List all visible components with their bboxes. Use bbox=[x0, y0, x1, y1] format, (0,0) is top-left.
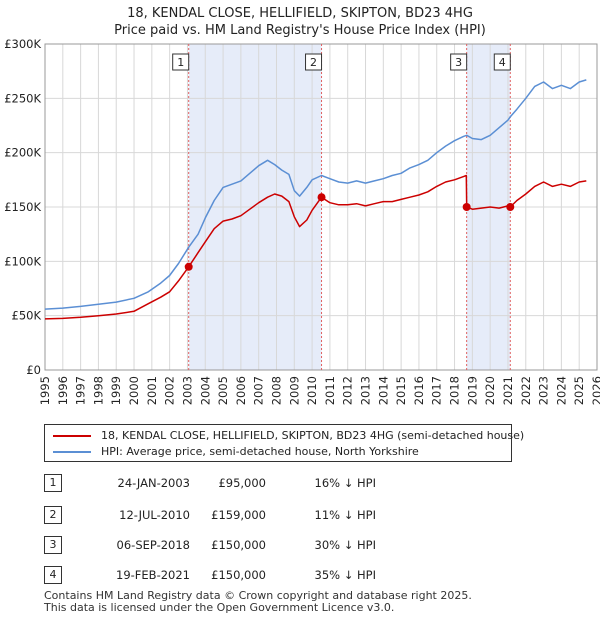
sale-hpi-diff: 30% ↓ HPI bbox=[314, 538, 376, 552]
y-tick-label: £50K bbox=[12, 309, 42, 323]
sale-label-box bbox=[172, 53, 190, 71]
sale-price: £150,000 bbox=[211, 538, 266, 552]
x-tick-label: 2017 bbox=[430, 376, 444, 405]
y-tick-label: £200K bbox=[4, 146, 41, 160]
x-tick-label: 2001 bbox=[145, 376, 159, 405]
y-tick-label: £100K bbox=[4, 254, 41, 268]
sale-label-number: 3 bbox=[455, 56, 462, 69]
sale-number-badge: 4 bbox=[44, 566, 62, 584]
sale-date: 12-JUL-2010 bbox=[119, 508, 190, 522]
footer: Contains HM Land Registry data © Crown c… bbox=[44, 590, 472, 614]
sale-label-number: 4 bbox=[499, 56, 506, 69]
x-tick-label: 2018 bbox=[448, 376, 462, 405]
x-tick-label: 2011 bbox=[323, 376, 337, 405]
chart-title: 18, KENDAL CLOSE, HELLIFIELD, SKIPTON, B… bbox=[0, 5, 600, 39]
y-tick-label: £150K bbox=[4, 200, 41, 214]
sale-date: 19-FEB-2021 bbox=[116, 568, 190, 582]
sale-date: 06-SEP-2018 bbox=[116, 538, 190, 552]
x-tick-label: 2012 bbox=[341, 376, 355, 405]
sale-point bbox=[462, 203, 471, 211]
sale-row: 2 12-JUL-2010 £159,000 11% ↓ HPI bbox=[0, 506, 600, 526]
y-tick-label: £0 bbox=[26, 363, 41, 377]
x-tick-label: 1997 bbox=[74, 376, 88, 405]
x-tick-label: 2023 bbox=[537, 376, 551, 405]
legend-hpi-swatch bbox=[53, 451, 91, 453]
x-tick-label: 2025 bbox=[572, 376, 586, 405]
x-tick-label: 1995 bbox=[38, 376, 52, 405]
x-tick-label: 2019 bbox=[465, 376, 479, 405]
sale-label-box bbox=[305, 53, 323, 71]
sale-label-box bbox=[493, 53, 511, 71]
sale-row: 4 19-FEB-2021 £150,000 35% ↓ HPI bbox=[0, 566, 600, 586]
legend-property-swatch bbox=[53, 435, 91, 437]
sale-price: £150,000 bbox=[211, 568, 266, 582]
x-tick-label: 2014 bbox=[376, 376, 390, 405]
x-tick-label: 2021 bbox=[501, 376, 515, 405]
sale-hpi-diff: 16% ↓ HPI bbox=[314, 476, 376, 490]
sale-point bbox=[317, 193, 326, 202]
x-tick-label: 1996 bbox=[56, 376, 70, 405]
y-tick-label: £300K bbox=[4, 37, 41, 51]
x-tick-label: 2000 bbox=[127, 376, 141, 405]
x-tick-label: 2003 bbox=[180, 376, 194, 405]
x-tick-label: 2004 bbox=[198, 376, 212, 405]
x-tick-label: 2016 bbox=[412, 376, 426, 405]
y-tick-label: £250K bbox=[4, 91, 41, 105]
price-chart: £0 £50K £100K £150K £200K £250K £300K 1995 1996 1… bbox=[4, 37, 600, 405]
legend-hpi-label: HPI: Average price, semi-detached house,… bbox=[101, 445, 419, 458]
footer-line-1: Contains HM Land Registry data © Crown c… bbox=[44, 589, 472, 602]
x-tick-label: 2005 bbox=[216, 376, 230, 405]
sale-price: £95,000 bbox=[218, 476, 266, 490]
sale-label-number: 1 bbox=[177, 56, 184, 69]
sale-number-badge: 2 bbox=[44, 506, 62, 524]
sale-number-badge: 1 bbox=[44, 474, 62, 492]
x-tick-label: 2013 bbox=[359, 376, 373, 405]
sale-label-box bbox=[450, 53, 468, 71]
sale-number-badge: 3 bbox=[44, 536, 62, 554]
x-tick-label: 2020 bbox=[483, 376, 497, 405]
sale-point bbox=[184, 262, 193, 271]
x-tick-label: 2006 bbox=[234, 376, 248, 405]
title: 18, KENDAL CLOSE, HELLIFIELD, SKIPTON, B… bbox=[127, 6, 473, 21]
series-line bbox=[44, 79, 587, 310]
x-tick-label: 2007 bbox=[252, 376, 266, 405]
x-tick-label: 2002 bbox=[163, 376, 177, 405]
subtitle: Price paid vs. HM Land Registry's House … bbox=[114, 23, 486, 38]
legend: 18, KENDAL CLOSE, HELLIFIELD, SKIPTON, B… bbox=[44, 424, 524, 462]
x-tick-label: 2015 bbox=[394, 376, 408, 405]
sale-hpi-diff: 11% ↓ HPI bbox=[314, 508, 376, 522]
sale-date: 24-JAN-2003 bbox=[117, 476, 191, 490]
x-tick-label: 2026 bbox=[590, 376, 600, 405]
x-tick-label: 2009 bbox=[287, 376, 301, 405]
sale-row: 3 06-SEP-2018 £150,000 30% ↓ HPI bbox=[0, 536, 600, 556]
x-tick-label: 2010 bbox=[305, 376, 319, 405]
x-tick-label: 2008 bbox=[269, 376, 283, 405]
sale-price: £159,000 bbox=[211, 508, 266, 522]
x-tick-label: 1998 bbox=[91, 376, 105, 405]
sale-hpi-diff: 35% ↓ HPI bbox=[314, 568, 376, 582]
legend-property-label: 18, KENDAL CLOSE, HELLIFIELD, SKIPTON, B… bbox=[101, 429, 525, 442]
footer-line-2: This data is licensed under the Open Gov… bbox=[44, 601, 395, 614]
plot-frame bbox=[44, 43, 598, 371]
sale-row: 1 24-JAN-2003 £95,000 16% ↓ HPI bbox=[0, 474, 600, 494]
x-tick-label: 1999 bbox=[109, 376, 123, 405]
x-tick-label: 2022 bbox=[519, 376, 533, 405]
x-tick-label: 2024 bbox=[554, 376, 568, 405]
sale-point bbox=[506, 203, 515, 211]
sale-label-number: 2 bbox=[310, 56, 317, 69]
